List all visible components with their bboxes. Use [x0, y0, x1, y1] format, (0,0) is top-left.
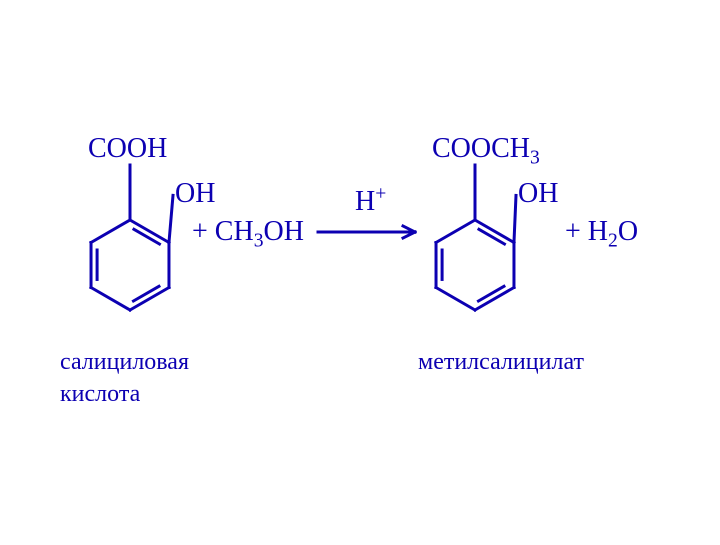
reaction-diagram: COOH OH + CH3OH H+ COOCH3 OH + H2O салиц…	[0, 0, 720, 540]
label-product-oh: OH	[518, 180, 558, 208]
reaction-svg	[0, 0, 720, 540]
label-reactant-cooh: COOH	[88, 135, 167, 163]
label-product-cooch3: COOCH3	[432, 135, 540, 163]
label-reactant-oh: OH	[175, 180, 215, 208]
label-catalyst: H+	[355, 188, 386, 216]
label-reactant-name-1: салициловая	[60, 350, 189, 374]
label-plus-h2o: + H2O	[565, 218, 638, 246]
label-reactant-name-2: кислота	[60, 382, 140, 406]
label-product-name: метилсалицилат	[418, 350, 584, 374]
label-plus-ch3oh: + CH3OH	[192, 218, 304, 246]
